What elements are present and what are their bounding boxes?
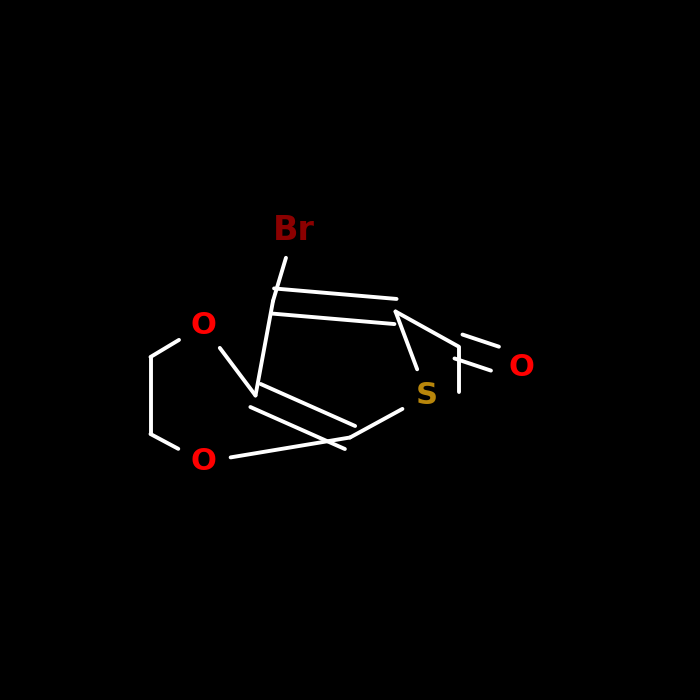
- Text: O: O: [190, 311, 216, 340]
- Text: Br: Br: [273, 214, 315, 248]
- Text: O: O: [509, 353, 534, 382]
- Text: O: O: [190, 447, 216, 477]
- Text: S: S: [416, 381, 438, 410]
